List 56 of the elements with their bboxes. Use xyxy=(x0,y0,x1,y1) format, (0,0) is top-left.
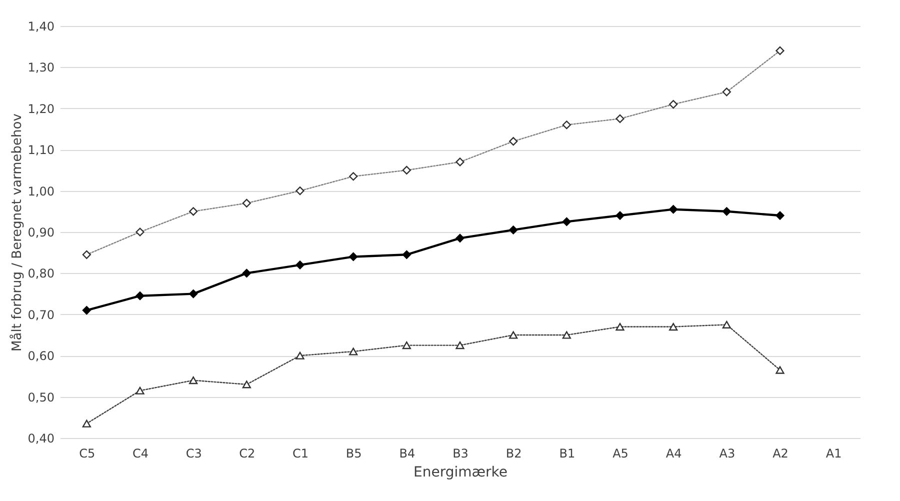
point xyxy=(136,386,144,394)
y-tick-label: 1,10 xyxy=(28,143,54,158)
point xyxy=(242,380,251,388)
x-tick-label: B2 xyxy=(506,446,522,460)
point xyxy=(242,268,251,278)
y-tick-label: 0,50 xyxy=(28,390,54,404)
point xyxy=(82,420,91,428)
x-tick-label: A1 xyxy=(826,446,842,460)
x-tick-label: A3 xyxy=(719,446,736,460)
x-tick-label: A2 xyxy=(772,446,788,460)
x-tick-label: A5 xyxy=(612,446,628,460)
x-tick-label: B4 xyxy=(399,446,416,460)
x-tick-label: C1 xyxy=(292,446,309,460)
y-tick-label: 0,90 xyxy=(28,226,54,240)
y-tick-label: 0,40 xyxy=(28,432,54,446)
point xyxy=(296,352,304,360)
point xyxy=(189,376,198,384)
point xyxy=(669,205,678,214)
point xyxy=(616,211,624,220)
x-tick-label: C4 xyxy=(132,446,149,460)
point xyxy=(456,234,464,242)
point xyxy=(296,260,304,270)
point xyxy=(616,322,624,331)
point xyxy=(562,331,571,339)
point xyxy=(402,250,411,259)
point xyxy=(456,341,464,350)
point xyxy=(82,306,91,315)
point xyxy=(402,341,411,350)
x-tick-label: B3 xyxy=(452,446,468,460)
point xyxy=(722,207,731,216)
point xyxy=(189,289,198,298)
y-tick-label: 1,30 xyxy=(28,60,54,75)
x-axis-title: Energimærke xyxy=(414,464,508,480)
x-tick-label: C5 xyxy=(79,446,96,460)
x-tick-label: B5 xyxy=(346,446,362,460)
y-tick-label: 0,60 xyxy=(28,349,54,364)
point xyxy=(722,320,731,329)
point xyxy=(776,366,784,374)
point xyxy=(776,211,784,220)
point xyxy=(509,331,518,339)
y-tick-label: 1,00 xyxy=(28,184,54,198)
x-tick-label: C3 xyxy=(186,446,202,460)
point xyxy=(669,322,678,331)
y-tick-label: 0,70 xyxy=(28,308,54,322)
point xyxy=(136,292,144,300)
x-tick-label: A4 xyxy=(666,446,682,460)
point xyxy=(509,226,518,234)
y-axis-title: Målt forbrug / Beregnet varmebehov xyxy=(8,113,25,352)
x-tick-label: C2 xyxy=(239,446,256,460)
point xyxy=(349,252,358,262)
y-tick-label: 0,80 xyxy=(28,266,54,281)
x-tick-label: B1 xyxy=(559,446,576,460)
y-tick-label: 1,20 xyxy=(28,102,54,116)
point xyxy=(562,217,571,226)
point xyxy=(349,348,358,356)
y-tick-label: 1,40 xyxy=(28,20,54,34)
